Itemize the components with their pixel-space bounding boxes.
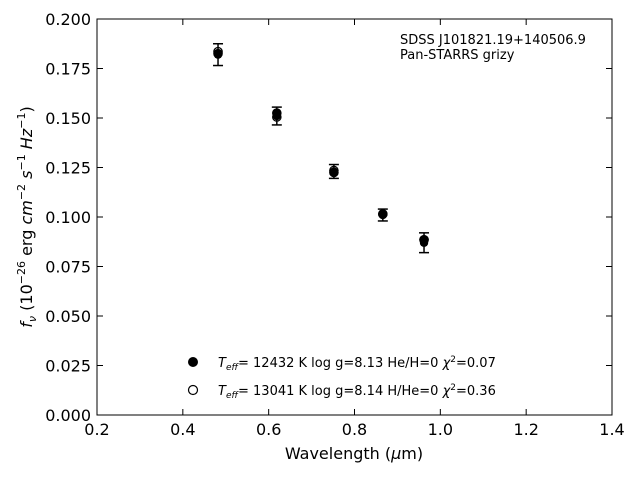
- y-tick-label: 0.100: [45, 208, 91, 227]
- legend-entry-2: Teff= 13041 K log g=8.14 H/He=0 χ2=0.36: [218, 383, 496, 401]
- axis-ticks: 0.2 0.4 0.6 0.8 1.0 1.2 1.4 0.000 0.025 0.050 0.07…: [45, 10, 625, 439]
- annotation-object-name: SDSS J101821.19+140506.9: [400, 33, 586, 48]
- y-tick-label: 0.000: [45, 406, 91, 425]
- y-tick-label: 0.125: [45, 159, 91, 178]
- x-tick-label: 0.6: [256, 420, 281, 439]
- x-tick-label: 1.4: [599, 420, 624, 439]
- x-tick-label: 1.0: [428, 420, 453, 439]
- legend-marker-open: [187, 384, 199, 396]
- x-tick-label: 1.2: [513, 420, 538, 439]
- y-tick-label: 0.075: [45, 258, 91, 277]
- y-axis-label: fν (10−26 erg cm−2 s−1 Hz−1): [15, 106, 39, 327]
- x-tick-label: 0.2: [84, 420, 109, 439]
- y-tick-label: 0.050: [45, 307, 91, 326]
- y-tick-label: 0.025: [45, 357, 91, 376]
- data-points: [213, 43, 430, 254]
- y-tick-label: 0.175: [45, 60, 91, 79]
- x-tick-label: 0.8: [342, 420, 367, 439]
- y-tick-label: 0.150: [45, 109, 91, 128]
- legend: Teff= 12432 K log g=8.13 He/H=0 χ2=0.07 …: [187, 355, 496, 401]
- legend-marker-filled: [188, 357, 198, 367]
- x-tick-label: 0.4: [170, 420, 195, 439]
- annotation-survey: Pan-STARRS grizy: [400, 48, 515, 63]
- model-point-open: [329, 165, 339, 176]
- model-point-open: [272, 112, 282, 122]
- model-point-open: [419, 234, 429, 245]
- model-point-open: [378, 209, 388, 219]
- y-tick-label: 0.200: [45, 10, 91, 29]
- legend-entry-1: Teff= 12432 K log g=8.13 He/H=0 χ2=0.07: [218, 355, 496, 373]
- model-point-open: [213, 46, 223, 57]
- x-axis-label: Wavelength (μm): [285, 444, 423, 463]
